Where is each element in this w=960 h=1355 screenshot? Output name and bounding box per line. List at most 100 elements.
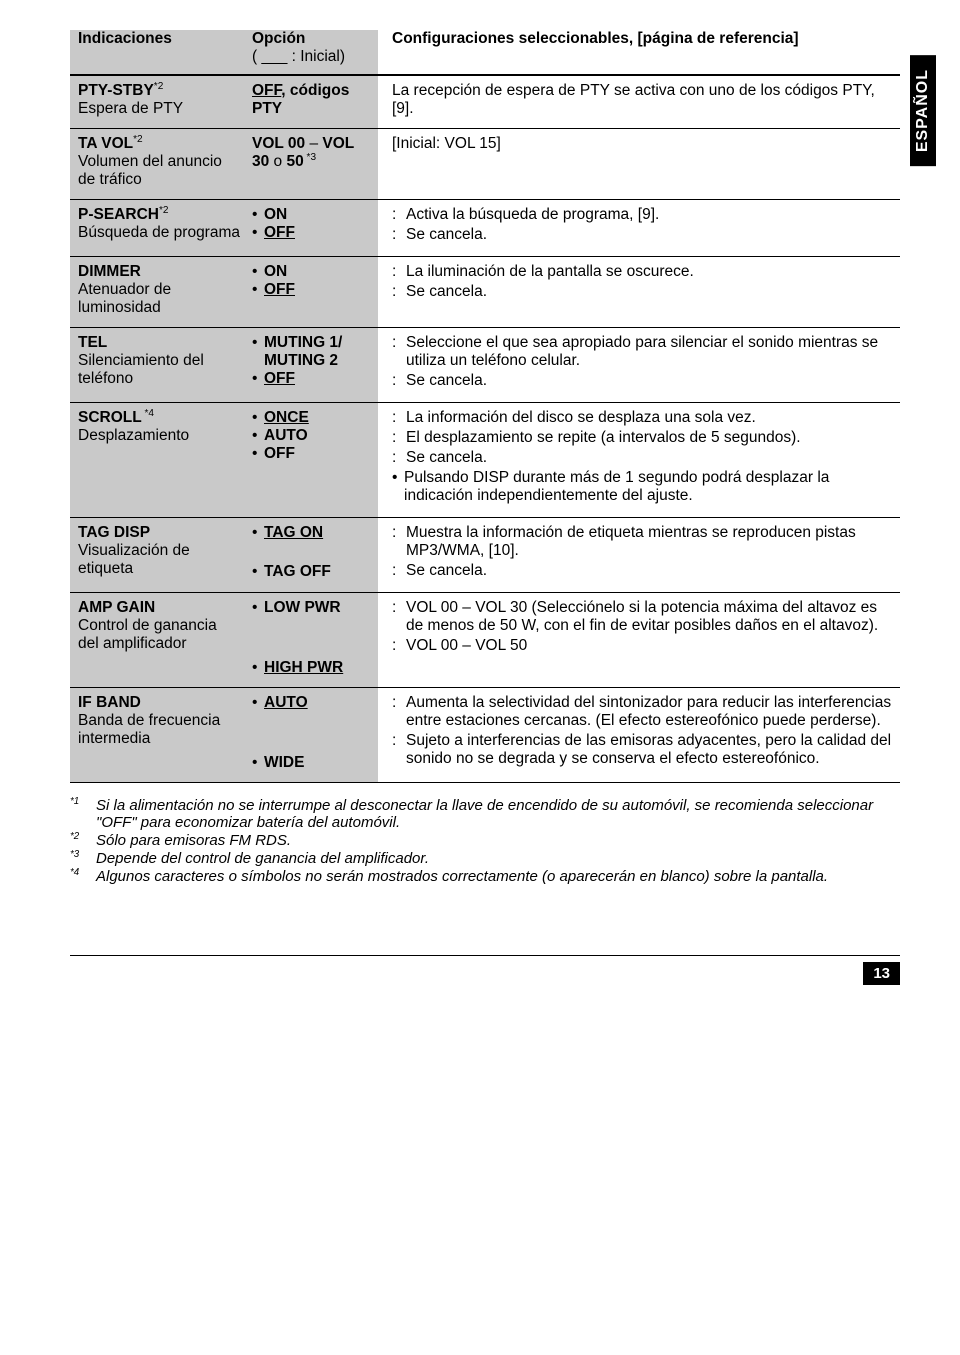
tel-off: OFF [264, 370, 295, 388]
row-tavol: TA VOL*2 Volumen del anuncio de tráfico [70, 129, 248, 200]
pty-sub: Espera de PTY [78, 100, 183, 117]
dimmer-desc: :La iluminación de la pantalla se oscure… [378, 257, 900, 328]
language-tab: ESPAÑOL [910, 55, 936, 166]
tagdisp-desc: :Muestra la información de etiqueta mien… [378, 518, 900, 593]
pty-desc: La recepción de espera de PTY se activa … [378, 75, 900, 129]
ampgain-high: HIGH PWR [264, 659, 343, 677]
tagdisp-d2: Se cancela. [406, 562, 487, 580]
fn2-marker: *2 [70, 831, 79, 842]
header-opcion-sub: ( ___ : Inicial) [252, 48, 345, 65]
ifband-options: •AUTO •WIDE [248, 688, 378, 783]
scroll-name: SCROLL [78, 409, 142, 426]
tel-d1: Seleccione el que sea apropiado para sil… [406, 334, 896, 370]
ifband-d2: Sujeto a interferencias de las emisoras … [406, 732, 896, 768]
row-tel: TEL Silenciamiento del teléfono [70, 328, 248, 403]
tavol-desc-text: [Inicial: VOL 15] [392, 135, 501, 152]
tavol-name: TA VOL [78, 135, 133, 152]
psearch-sub: Búsqueda de programa [78, 224, 240, 241]
psearch-desc: :Activa la búsqueda de programa, [9]. :S… [378, 200, 900, 257]
tavol-desc: [Inicial: VOL 15] [378, 129, 900, 200]
scroll-once: ONCE [264, 409, 309, 427]
header-indicaciones: Indicaciones [70, 30, 248, 75]
tagdisp-name: TAG DISP [78, 524, 150, 541]
header-opcion: Opción ( ___ : Inicial) [248, 30, 378, 75]
pty-sup: *2 [154, 81, 164, 92]
ampgain-options: •LOW PWR •HIGH PWR [248, 593, 378, 688]
footnotes: *1 Si la alimentación no se interrumpe al… [70, 797, 900, 885]
psearch-d1: Activa la búsqueda de programa, [9]. [406, 206, 659, 224]
pty-desc-text: La recepción de espera de PTY se activa … [392, 82, 875, 117]
tavol-options: VOL 00 – VOL 30 o 50 *3 [248, 129, 378, 200]
tavol-50: 50 [286, 153, 303, 170]
settings-table: Indicaciones Opción ( ___ : Inicial) Con… [70, 30, 900, 783]
scroll-d1: La información del disco se desplaza una… [406, 409, 756, 427]
tagdisp-options: •TAG ON •TAG OFF [248, 518, 378, 593]
tel-name: TEL [78, 334, 107, 351]
scroll-desc: :La información del disco se desplaza un… [378, 403, 900, 518]
ampgain-d2: VOL 00 – VOL 50 [406, 637, 527, 655]
psearch-name: P-SEARCH [78, 206, 159, 223]
dimmer-on: ON [264, 263, 287, 281]
dimmer-off: OFF [264, 281, 295, 299]
row-ampgain: AMP GAIN Control de ganancia del amplifi… [70, 593, 248, 688]
row-psearch: P-SEARCH*2 Búsqueda de programa [70, 200, 248, 257]
ampgain-sub: Control de ganancia del amplificador [78, 617, 217, 652]
dimmer-sub: Atenuador de luminosidad [78, 281, 171, 316]
tel-desc: :Seleccione el que sea apropiado para si… [378, 328, 900, 403]
fn3-marker: *3 [70, 849, 79, 860]
row-tagdisp: TAG DISP Visualización de etiqueta [70, 518, 248, 593]
ifband-wide: WIDE [264, 754, 304, 772]
tel-m1: MUTING 1/ [264, 334, 342, 351]
scroll-sup: *4 [142, 408, 154, 419]
ampgain-low: LOW PWR [264, 599, 341, 617]
tel-d2: Se cancela. [406, 372, 487, 390]
tel-options: •MUTING 1/MUTING 2 •OFF [248, 328, 378, 403]
fn4-text: Algunos caracteres o símbolos no serán m… [96, 868, 828, 885]
tavol-o: o [269, 153, 286, 170]
fn2-text: Sólo para emisoras FM RDS. [96, 832, 291, 849]
fn1-marker: *1 [70, 796, 79, 807]
tagdisp-on: TAG ON [264, 524, 323, 542]
pty-pty: PTY [252, 100, 282, 117]
ifband-d1: Aumenta la selectividad del sintonizador… [406, 694, 896, 730]
ifband-sub: Banda de frecuencia intermedia [78, 712, 220, 747]
psearch-off: OFF [264, 224, 295, 242]
pty-codigos: , códigos [281, 82, 349, 99]
scroll-auto: AUTO [264, 427, 308, 445]
dimmer-d2: Se cancela. [406, 283, 487, 301]
ampgain-name: AMP GAIN [78, 599, 155, 616]
ifband-auto: AUTO [264, 694, 308, 712]
scroll-options: •ONCE •AUTO •OFF [248, 403, 378, 518]
psearch-options: •ON •OFF [248, 200, 378, 257]
page-number: 13 [863, 962, 900, 985]
row-scroll: SCROLL *4 Desplazamiento [70, 403, 248, 518]
scroll-d3: Se cancela. [406, 449, 487, 467]
header-config: Configuraciones seleccionables, [página … [378, 30, 900, 75]
tagdisp-off: TAG OFF [264, 563, 331, 581]
scroll-d2: El desplazamiento se repite (a intervalo… [406, 429, 801, 447]
tel-m2: MUTING 2 [264, 352, 338, 369]
scroll-sub: Desplazamiento [78, 427, 189, 444]
fn3-text: Depende del control de ganancia del ampl… [96, 850, 429, 867]
tagdisp-d1: Muestra la información de etiqueta mient… [406, 524, 896, 560]
footer-rule [70, 955, 900, 956]
tavol-optsup: *3 [304, 152, 316, 163]
fn1-text: Si la alimentación no se interrumpe al d… [96, 797, 900, 831]
fn4-marker: *4 [70, 867, 79, 878]
psearch-sup: *2 [159, 205, 169, 216]
ifband-name: IF BAND [78, 694, 141, 711]
ampgain-desc: :VOL 00 – VOL 30 (Selecciónelo si la pot… [378, 593, 900, 688]
row-ifband: IF BAND Banda de frecuencia intermedia [70, 688, 248, 783]
row-pty-stby: PTY-STBY*2 Espera de PTY [70, 75, 248, 129]
tavol-o1a: VOL 00 [252, 135, 305, 152]
ampgain-d1: VOL 00 – VOL 30 (Selecciónelo si la pote… [406, 599, 896, 635]
pty-options: OFF, códigos PTY [248, 75, 378, 129]
pty-name: PTY-STBY [78, 82, 154, 99]
tavol-sub: Volumen del anuncio de tráfico [78, 153, 222, 188]
scroll-d4: Pulsando DISP durante más de 1 segundo p… [404, 469, 896, 505]
psearch-on: ON [264, 206, 287, 224]
tagdisp-sub: Visualización de etiqueta [78, 542, 190, 577]
scroll-off: OFF [264, 445, 295, 463]
dimmer-d1: La iluminación de la pantalla se oscurec… [406, 263, 694, 281]
header-opcion-label: Opción [252, 30, 305, 47]
